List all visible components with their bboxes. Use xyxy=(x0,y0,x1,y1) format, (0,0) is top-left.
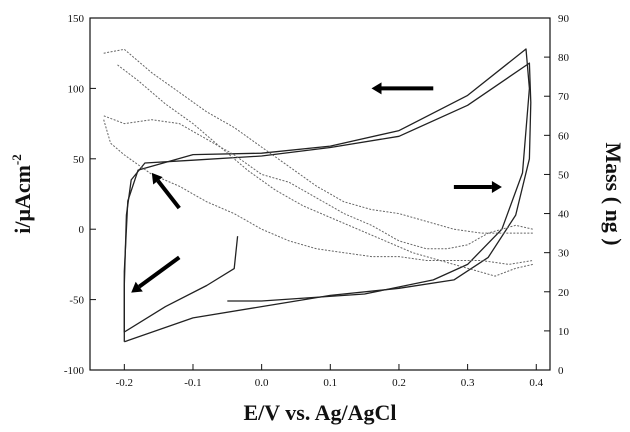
left-tick-label: 50 xyxy=(73,154,85,166)
x-tick-label: 0.4 xyxy=(529,377,543,389)
left-tick-label: 0 xyxy=(79,224,85,236)
right-tick-label: 30 xyxy=(558,248,570,260)
mass-curve-2 xyxy=(103,48,533,234)
left-axis-ticks: -100 -50 0 50 100 150 xyxy=(64,13,96,377)
mass-curve-3 xyxy=(103,115,533,250)
x-tick-label: -0.2 xyxy=(116,377,133,389)
right-tick-label: 80 xyxy=(558,52,570,64)
right-tick-label: 90 xyxy=(558,13,570,25)
left-axis-title-main: i/μAcm xyxy=(10,165,35,234)
right-tick-label: 50 xyxy=(558,169,570,181)
left-tick-label: -100 xyxy=(64,365,85,377)
direction-arrow-shaft xyxy=(156,179,181,210)
mass-curve-4 xyxy=(103,119,533,265)
direction-arrow-head xyxy=(131,281,143,293)
direction-arrow-head xyxy=(371,82,382,95)
right-axis-title: Mass ( ng ) xyxy=(601,142,626,245)
arrow-layer xyxy=(131,82,502,293)
right-tick-label: 40 xyxy=(558,209,570,221)
x-axis-title: E/V vs. Ag/AgCl xyxy=(243,400,396,425)
left-tick-label: -50 xyxy=(69,295,84,307)
current-curve-0 xyxy=(123,48,531,333)
x-tick-label: 0.0 xyxy=(255,377,269,389)
direction-arrow-shaft xyxy=(138,255,181,289)
series-layer xyxy=(103,48,533,343)
left-tick-label: 150 xyxy=(68,13,85,25)
x-tick-label: 0.3 xyxy=(461,377,475,389)
right-tick-label: 20 xyxy=(558,287,570,299)
right-axis-ticks: 0 10 20 30 40 50 60 70 80 90 xyxy=(544,13,570,377)
direction-arrow-head xyxy=(491,181,502,193)
right-tick-label: 0 xyxy=(558,365,564,377)
current-curve-1 xyxy=(123,62,532,343)
plot-frame xyxy=(89,17,551,371)
left-axis-title-superscript: -2 xyxy=(9,154,24,165)
x-tick-label: 0.2 xyxy=(392,377,406,389)
right-tick-label: 10 xyxy=(558,326,570,338)
right-tick-label: 60 xyxy=(558,130,570,142)
left-tick-label: 100 xyxy=(68,83,85,95)
mass-curve-5 xyxy=(117,64,533,277)
direction-arrow-head xyxy=(151,172,163,185)
left-axis-title: i/μAcm-2 xyxy=(9,154,35,234)
right-tick-label: 70 xyxy=(558,91,570,103)
x-axis-ticks: -0.2 -0.1 0.0 0.1 0.2 0.3 0.4 xyxy=(116,364,544,389)
x-tick-label: -0.1 xyxy=(184,377,201,389)
x-tick-label: 0.1 xyxy=(323,377,337,389)
